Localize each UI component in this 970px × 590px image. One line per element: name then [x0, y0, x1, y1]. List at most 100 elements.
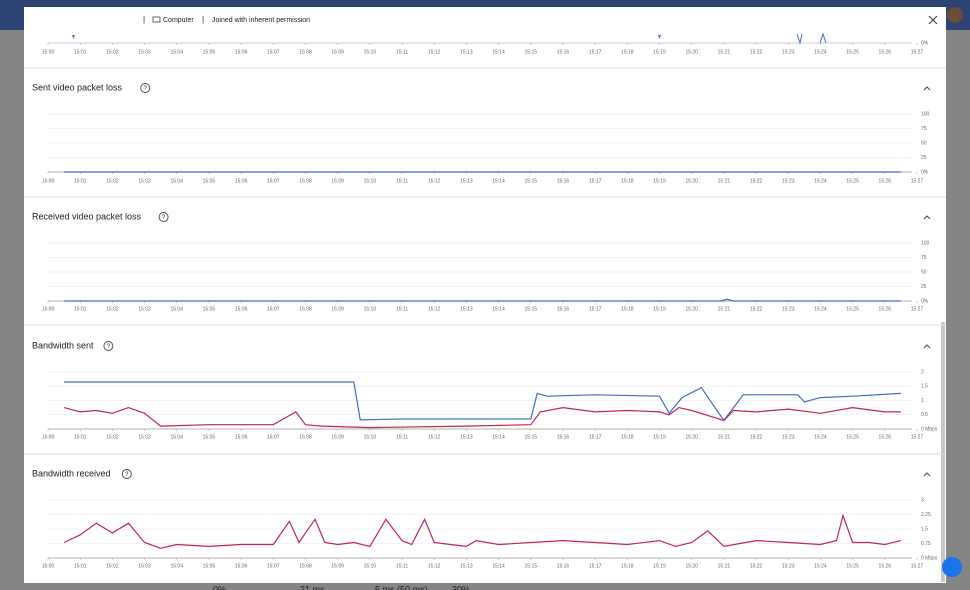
x-tick-label: 15:18: [621, 563, 634, 569]
separator: |: [143, 15, 145, 24]
series-line: [64, 381, 901, 422]
help-icon: ?: [144, 86, 148, 92]
computer-icon: [152, 16, 161, 23]
help-icon: ?: [125, 472, 129, 478]
x-tick-label: 15:06: [235, 306, 248, 312]
x-tick-label: 15:15: [525, 306, 538, 312]
x-tick-label: 15:23: [782, 434, 795, 440]
x-tick-label: 15:01: [74, 306, 87, 312]
separator: |: [202, 15, 204, 24]
x-tick-label: 15:06: [235, 178, 248, 184]
x-tick-label: 15:19: [653, 49, 666, 55]
x-tick-label: 15:25: [846, 178, 859, 184]
x-tick-label: 15:04: [170, 178, 183, 184]
x-tick-label: 15:26: [879, 49, 892, 55]
avatar[interactable]: [947, 7, 963, 23]
x-tick-label: 15:13: [460, 49, 473, 55]
x-tick-label: 15:10: [364, 306, 377, 312]
x-tick-label: 15:18: [621, 306, 634, 312]
x-tick-label: 15:22: [750, 563, 763, 569]
y-tick-label: 0%: [921, 169, 929, 175]
x-tick-label: 15:20: [685, 434, 698, 440]
y-tick-label: 0%: [921, 298, 929, 304]
x-tick-label: 15:10: [364, 178, 377, 184]
x-tick-label: 15:14: [492, 306, 505, 312]
x-tick-label: 15:23: [782, 178, 795, 184]
x-tick-label: 15:01: [74, 434, 87, 440]
x-tick-label: 15:02: [106, 434, 119, 440]
section-title: Bandwidth sent: [32, 340, 94, 350]
x-tick-label: 15:25: [846, 434, 859, 440]
x-tick-label: 15:00: [42, 178, 55, 184]
x-tick-label: 15:21: [718, 563, 731, 569]
x-tick-label: 15:15: [525, 49, 538, 55]
x-tick-label: 15:06: [235, 49, 248, 55]
x-tick-label: 15:18: [621, 49, 634, 55]
x-tick-label: 15:25: [846, 49, 859, 55]
y-tick-label: 50: [921, 269, 927, 275]
x-tick-label: 15:19: [653, 306, 666, 312]
x-tick-label: 15:06: [235, 434, 248, 440]
x-tick-label: 15:00: [42, 49, 55, 55]
background-stat: 30%: [452, 584, 470, 590]
x-tick-label: 15:21: [718, 306, 731, 312]
x-tick-label: 15:13: [460, 434, 473, 440]
help-icon: [140, 83, 151, 93]
x-tick-label: 15:03: [138, 178, 151, 184]
x-tick-label: 15:05: [203, 178, 216, 184]
x-tick-label: 15:03: [138, 306, 151, 312]
x-tick-label: 15:04: [170, 563, 183, 569]
x-tick-label: 15:16: [557, 49, 570, 55]
x-tick-label: 15:03: [138, 49, 151, 55]
series-line: [63, 513, 902, 549]
scrollbar[interactable]: [941, 322, 945, 582]
y-tick-label: 1.5: [921, 384, 928, 390]
x-tick-label: 15:06: [235, 563, 248, 569]
x-tick-label: 15:14: [492, 178, 505, 184]
x-tick-label: 15:04: [170, 434, 183, 440]
x-tick-label: 15:23: [782, 49, 795, 55]
x-tick-label: 15:15: [525, 563, 538, 569]
x-tick-label: 15:14: [492, 563, 505, 569]
y-tick-label: 75: [921, 255, 927, 261]
y-tick-label: 100: [921, 111, 930, 117]
device: Computer: [163, 17, 194, 24]
y-tick-label: 2.25: [921, 512, 931, 518]
x-tick-label: 15:05: [203, 306, 216, 312]
x-tick-label: 15:08: [299, 563, 312, 569]
x-tick-label: 15:16: [557, 306, 570, 312]
x-tick-label: 15:09: [331, 434, 344, 440]
status: Joined with inherent permission: [212, 17, 310, 24]
x-tick-label: 15:20: [685, 563, 698, 569]
x-tick-label: 15:10: [364, 49, 377, 55]
x-tick-label: 15:17: [589, 434, 602, 440]
series-line: [64, 298, 901, 302]
x-tick-label: 15:23: [782, 306, 795, 312]
x-tick-label: 15:01: [74, 563, 87, 569]
x-tick-label: 15:26: [879, 563, 892, 569]
y-tick-label: 0.5: [921, 412, 928, 418]
y-tick-label: 0 Mbps: [921, 555, 938, 561]
x-tick-label: 15:07: [267, 563, 280, 569]
dialog: [24, 7, 946, 583]
x-tick-label: 15:00: [42, 306, 55, 312]
series-line: [63, 406, 901, 429]
x-tick-label: 15:02: [106, 49, 119, 55]
x-tick-label: 15:21: [718, 49, 731, 55]
x-tick-label: 15:05: [203, 49, 216, 55]
collapse-button: [923, 472, 931, 477]
x-tick-label: 15:13: [460, 306, 473, 312]
chat-button[interactable]: [942, 557, 962, 577]
x-tick-label: 15:26: [879, 178, 892, 184]
x-tick-label: 15:11: [396, 306, 408, 312]
x-tick-label: 15:27: [911, 178, 924, 184]
y-tick-label: 2: [921, 369, 924, 375]
x-tick-label: 15:08: [299, 434, 312, 440]
x-tick-label: 15:04: [170, 49, 183, 55]
x-tick-label: 15:07: [267, 49, 280, 55]
x-tick-label: 15:07: [267, 178, 280, 184]
close-button[interactable]: [928, 15, 938, 25]
x-tick-label: 15:27: [911, 434, 924, 440]
x-tick-label: 15:03: [138, 563, 151, 569]
